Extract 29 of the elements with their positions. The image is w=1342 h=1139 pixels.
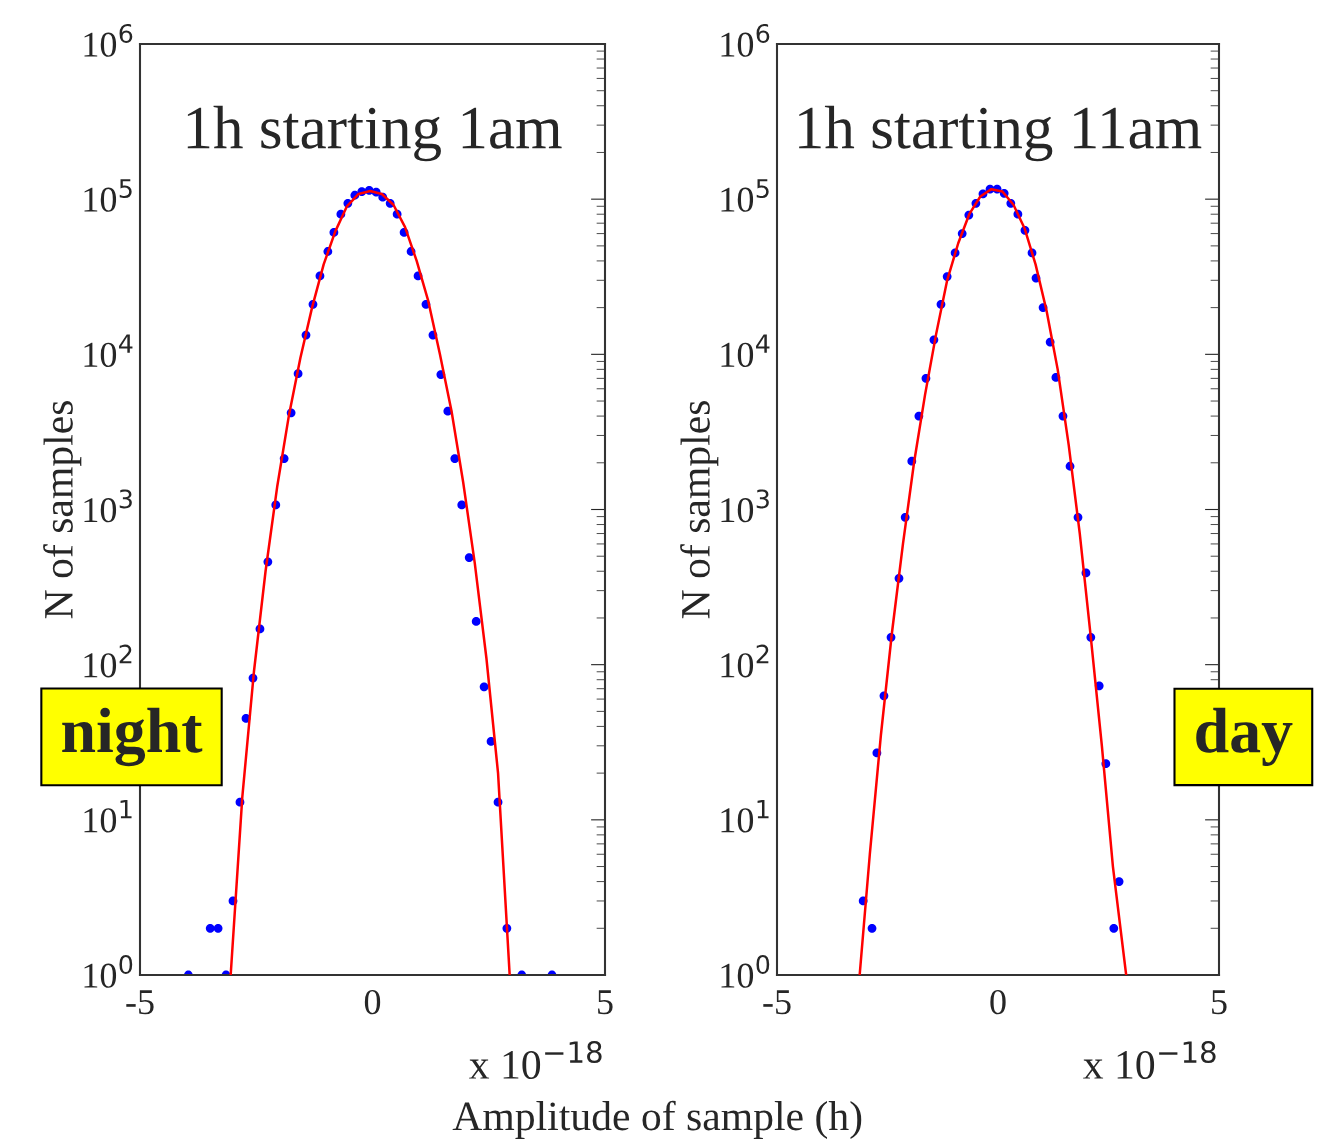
x-tick-label: -5 (763, 990, 791, 1015)
text: 1h starting 1am (187, 105, 562, 162)
text: 1h starting 11am (799, 105, 1202, 162)
y-tick-label: 10$^{1}$ (721, 799, 769, 833)
x-tick-label: 0 (364, 989, 381, 1015)
y-tick-label: 10$^{5}$ (84, 179, 132, 212)
y-tick-label: 10$^{5}$ (721, 179, 769, 212)
y-tick-label: 10$^{4}$ (721, 334, 770, 368)
y-axis-title: N of samples (43, 401, 82, 619)
y-tick-label: 10$^{4}$ (84, 334, 133, 368)
x-tick-label: 5 (1212, 990, 1227, 1015)
text: x 10$^{−18}$ (1083, 1041, 1216, 1080)
y-tick-label: 10$^{6}$ (84, 23, 133, 57)
y-tick-label: 10$^{3}$ (84, 489, 132, 523)
y-tick-label: 10$^{1}$ (84, 799, 132, 833)
y-tick-label: 10$^{0}$ (721, 954, 770, 988)
annotation: night (62, 707, 203, 767)
y-tick-label: 10$^{6}$ (721, 23, 770, 57)
x-tick-label: 0 (990, 989, 1006, 1015)
x-axis-title: Amplitude of sample (h) (452, 1100, 862, 1139)
y-tick-label: 10$^{2}$ (84, 644, 132, 678)
x-tick-label: 5 (598, 990, 613, 1015)
y-tick-label: 10$^{3}$ (721, 489, 769, 523)
y-axis-title: N of samples (680, 401, 719, 619)
y-tick-label: 10$^{0}$ (84, 954, 133, 988)
x-tick-label: -5 (126, 990, 154, 1015)
text: x 10$^{−18}$ (469, 1041, 602, 1080)
y-tick-label: 10$^{2}$ (721, 644, 769, 678)
annotation: day (1196, 707, 1293, 766)
